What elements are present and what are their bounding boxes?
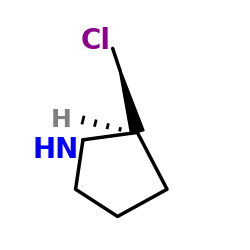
Text: HN: HN	[33, 136, 79, 164]
Polygon shape	[119, 70, 144, 134]
Text: Cl: Cl	[80, 27, 110, 55]
Text: H: H	[50, 108, 71, 132]
